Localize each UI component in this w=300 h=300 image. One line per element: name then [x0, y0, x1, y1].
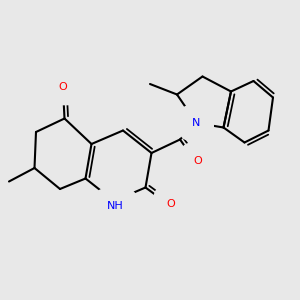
Text: O: O	[167, 199, 176, 209]
Text: O: O	[194, 155, 202, 166]
Text: O: O	[58, 82, 68, 92]
Text: N: N	[192, 118, 201, 128]
Text: NH: NH	[107, 201, 124, 212]
